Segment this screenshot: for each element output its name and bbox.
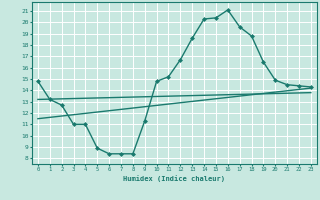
X-axis label: Humidex (Indice chaleur): Humidex (Indice chaleur) bbox=[124, 175, 225, 182]
